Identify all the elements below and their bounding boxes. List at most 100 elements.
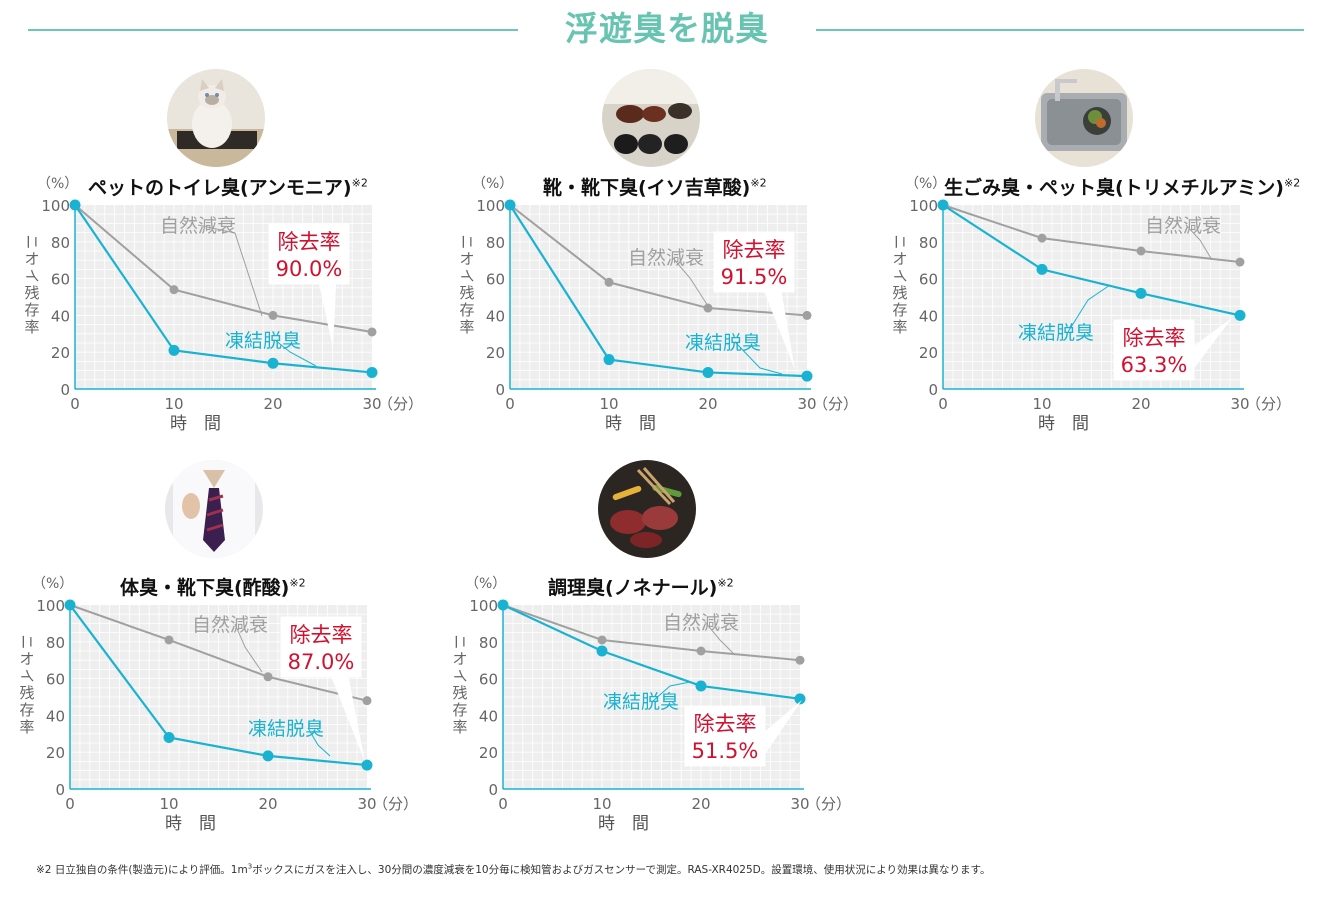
- y-axis-label-char: 存: [452, 701, 467, 719]
- man-loosening-tie-photo: [165, 460, 263, 558]
- y-axis-label-char: 存: [19, 701, 34, 719]
- y-axis-label-char: オ: [19, 650, 34, 668]
- y-axis-label-char: 残: [459, 284, 474, 302]
- y-axis-label-char: 率: [892, 318, 907, 336]
- natural-decay-leader: [197, 224, 263, 317]
- natural-decay-point: [597, 635, 607, 645]
- natural-decay-line: [942, 204, 1241, 264]
- natural-decay-point: [795, 655, 805, 665]
- x-tick-label: 30: [1230, 395, 1249, 413]
- x-tick-label: 10: [592, 795, 611, 813]
- frozen-deodorize-point: [596, 645, 608, 657]
- frozen-deodorize-point: [366, 366, 378, 378]
- natural-decay-point: [802, 310, 812, 320]
- y-tick-label: 100: [41, 197, 70, 215]
- chart-title: ペットのトイレ臭(アンモニア)※2: [88, 173, 368, 200]
- footnote-superscript: 3: [247, 862, 253, 871]
- natural-decay-leader: [704, 621, 736, 656]
- page-title: 浮遊臭を脱臭: [565, 9, 769, 48]
- cat-on-litter-mat-photo: [167, 69, 265, 167]
- x-tick-label: 20: [263, 395, 282, 413]
- chart-title-text: 調理臭(ノネナール): [548, 577, 718, 599]
- frozen-deodorize-point: [1234, 309, 1246, 321]
- chart-panel: ペットのトイレ臭(アンモニア)※2 0 20 40 60 80 100 0 10 20 30 （%） （…: [20, 60, 460, 450]
- x-tick-label: 30: [357, 795, 376, 813]
- x-axis-label: 時 間: [1038, 414, 1089, 434]
- frozen-deodorize-label: 凍結脱臭: [685, 332, 761, 354]
- y-tick-label: 80: [46, 634, 65, 652]
- footnote-mark: ※2: [36, 864, 52, 876]
- x-tick-label: 0: [70, 395, 80, 413]
- chart-title-text: ペットのトイレ臭(アンモニア): [88, 177, 352, 199]
- x-unit-label: （分）: [813, 395, 858, 413]
- x-tick-label: 10: [599, 395, 618, 413]
- frozen-deodorize-point: [1036, 263, 1048, 275]
- y-tick-label: 100: [469, 597, 498, 615]
- removal-rate-value: 51.5%: [692, 739, 759, 763]
- y-axis-label-char: イ: [23, 268, 41, 283]
- frozen-deodorize-line: [502, 604, 801, 700]
- frozen-deodorize-point: [262, 750, 274, 762]
- header-divider-left: [28, 29, 518, 31]
- removal-rate-value: 91.5%: [721, 265, 788, 289]
- footnote-text-before: 日立独自の条件(製造元)により評価。1m: [54, 864, 248, 876]
- x-tick-label: 20: [691, 795, 710, 813]
- natural-decay-point: [367, 327, 377, 337]
- removal-rate-value: 63.3%: [1121, 353, 1188, 377]
- removal-rate-label: 除去率: [278, 230, 341, 254]
- removal-rate-callout: 除去率 91.5%: [713, 231, 795, 370]
- y-tick-label: 0: [488, 781, 498, 799]
- natural-decay-point: [1136, 246, 1146, 256]
- y-tick-label: 100: [909, 197, 938, 215]
- natural-decay-point: [362, 696, 372, 706]
- frozen-deodorize-label: 凍結脱臭: [225, 330, 301, 352]
- frozen-deodorize-line: [69, 604, 368, 767]
- y-tick-label: 60: [486, 271, 505, 289]
- y-tick-label: 40: [919, 307, 938, 325]
- footnote-ref: ※2: [351, 176, 368, 190]
- y-unit-label: （%）: [37, 176, 78, 192]
- frozen-deodorize-line: [942, 204, 1241, 317]
- frozen-deodorize-point: [64, 599, 76, 611]
- removal-rate-callout: 除去率 90.0%: [268, 223, 350, 348]
- frozen-deodorize-point: [937, 199, 949, 211]
- y-tick-label: 60: [479, 671, 498, 689]
- y-axis-label-char: ニ: [451, 634, 469, 649]
- removal-rate-label: 除去率: [1123, 326, 1186, 350]
- x-axis-label: 時 間: [605, 414, 656, 434]
- natural-decay-leader: [671, 256, 709, 307]
- frozen-deodorize-point: [163, 731, 175, 743]
- x-tick-label: 20: [698, 395, 717, 413]
- natural-decay-line: [69, 604, 368, 702]
- y-tick-label: 60: [919, 271, 938, 289]
- chart-title-text: 体臭・靴下臭(酢酸): [120, 577, 290, 599]
- y-tick-label: 100: [476, 197, 505, 215]
- callout-pointer: [318, 282, 337, 348]
- footnote-ref: ※2: [717, 576, 734, 590]
- frozen-deodorize-point: [168, 344, 180, 356]
- natural-decay-leader: [234, 623, 263, 673]
- frozen-deodorize-point: [504, 199, 516, 211]
- y-tick-label: 0: [55, 781, 65, 799]
- footnote-ref: ※2: [750, 176, 767, 190]
- x-axis-label: 時 間: [165, 814, 216, 834]
- y-tick-label: 0: [928, 381, 938, 399]
- natural-decay-point: [696, 646, 706, 656]
- chart-panel: 調理臭(ノネナール)※2 0 20 40 60 80 100 0 10 20 30 （%） （分） 時 間…: [448, 460, 888, 850]
- removal-rate-label: 除去率: [694, 712, 757, 736]
- chart-title: 体臭・靴下臭(酢酸)※2: [120, 573, 306, 600]
- y-axis-label-char: 存: [24, 301, 39, 319]
- x-tick-label: 10: [164, 395, 183, 413]
- callout-box: [684, 705, 766, 767]
- removal-rate-label: 除去率: [723, 238, 786, 262]
- natural-decay-label: 自然減衰: [628, 247, 704, 269]
- x-axis-label: 時 間: [598, 814, 649, 834]
- grilled-meat-photo: [598, 460, 696, 558]
- frozen-deodorize-point: [695, 680, 707, 692]
- y-tick-label: 20: [486, 344, 505, 362]
- x-tick-label: 0: [938, 395, 948, 413]
- footnote-ref: ※2: [289, 576, 306, 590]
